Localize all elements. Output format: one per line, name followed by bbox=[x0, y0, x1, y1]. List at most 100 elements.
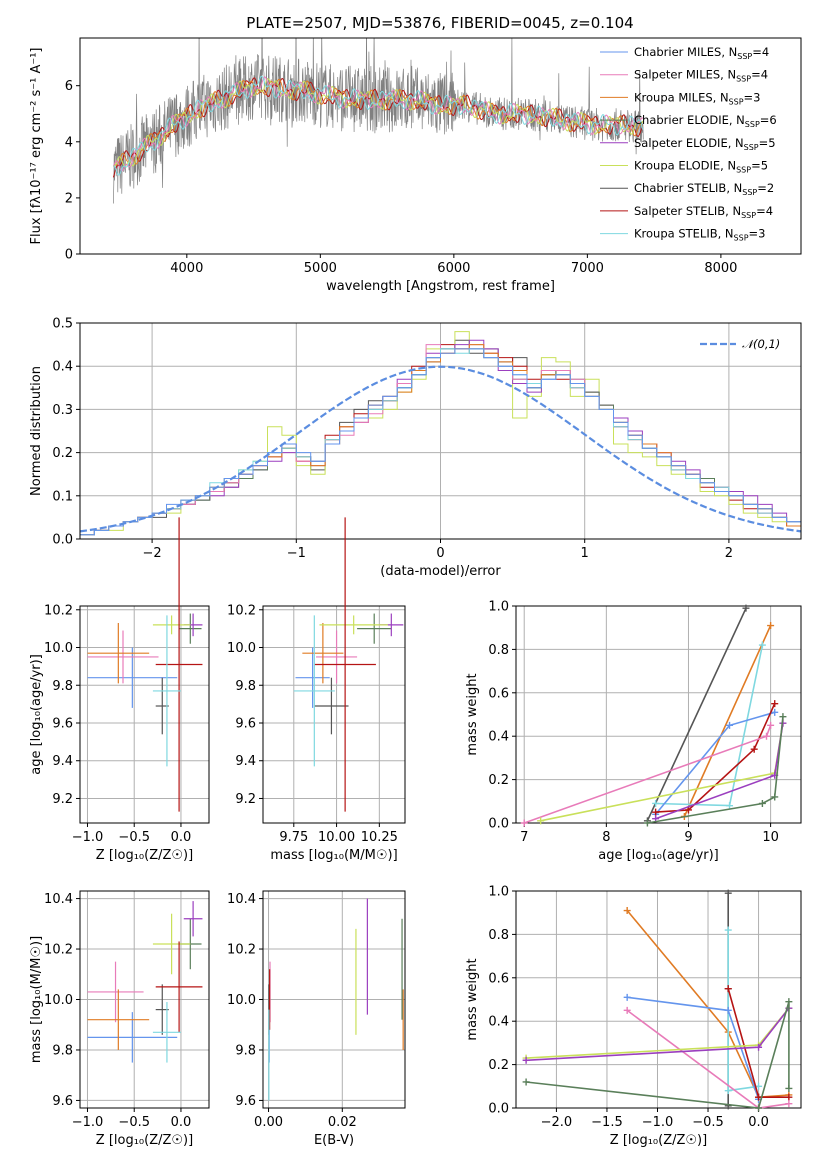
y-tick-label: 0.4 bbox=[488, 730, 509, 745]
x-tick-label: −1.5 bbox=[591, 1115, 623, 1130]
figure-title: PLATE=2507, MJD=53876, FIBERID=0045, z=0… bbox=[246, 14, 633, 32]
x-tick-label: −0.5 bbox=[118, 830, 150, 845]
x-axis-label: wavelength [Angstrom, rest frame] bbox=[326, 279, 555, 294]
weight-marker bbox=[755, 1104, 763, 1112]
x-axis-label: Z [log₁₀(Z/Z☉)] bbox=[96, 848, 193, 863]
weight-marker bbox=[742, 604, 750, 612]
y-tick-label: 10.4 bbox=[44, 892, 73, 907]
x-tick-label: −2.0 bbox=[541, 1115, 573, 1130]
legend-label: 𝒩(0,1) bbox=[742, 337, 780, 351]
normal-curve bbox=[79, 365, 802, 533]
x-axis-label: mass [log₁₀(M/M☉)] bbox=[270, 848, 397, 863]
weight-marker bbox=[684, 806, 692, 814]
y-tick-label: 9.4 bbox=[52, 754, 73, 769]
x-tick-label: 0.02 bbox=[328, 1115, 357, 1130]
y-tick-label: 10.2 bbox=[44, 943, 73, 958]
x-axis-label: Z [log₁₀(Z/Z☉)] bbox=[610, 1133, 707, 1148]
weight-marker bbox=[623, 1006, 631, 1014]
y-tick-label: 0.2 bbox=[488, 1058, 509, 1073]
weight-marker bbox=[767, 721, 775, 729]
y-tick-label: 10.0 bbox=[227, 641, 256, 656]
y-tick-label: 0.1 bbox=[52, 489, 73, 504]
y-tick-label: 9.8 bbox=[52, 679, 73, 694]
weight-marker bbox=[771, 793, 779, 801]
y-tick-label: 10.2 bbox=[227, 943, 256, 958]
x-tick-label: 7 bbox=[520, 830, 528, 845]
spectrum-panel: 4000 5000 6000 7000 8000 0 2 4 6 wavelength [Angs… bbox=[29, 37, 802, 294]
weight-marker bbox=[537, 817, 545, 825]
y-tick-label: 1.0 bbox=[488, 885, 509, 900]
x-axis-label: (data-model)/error bbox=[380, 564, 501, 579]
x-tick-label: 8 bbox=[602, 830, 610, 845]
y-tick-label: 2 bbox=[65, 191, 73, 206]
y-tick-label: 9.6 bbox=[52, 1094, 73, 1109]
x-tick-label: 10 bbox=[762, 830, 779, 845]
y-tick-label: 9.6 bbox=[235, 1094, 256, 1109]
y-tick-label: 1.0 bbox=[488, 600, 509, 615]
y-tick-label: 6 bbox=[65, 79, 73, 94]
axes-frame bbox=[79, 37, 802, 255]
y-tick-label: 0.6 bbox=[488, 971, 509, 986]
mass-vs-Z-panel: −1.0 −0.5 0.0 9.6 9.8 10.0 10.2 10.4 Z [log₁₀(Z/… bbox=[29, 890, 210, 1148]
y-tick-label: 0.0 bbox=[488, 1102, 509, 1117]
y-axis-label: mass weight bbox=[465, 673, 480, 755]
y-tick-label: 0.5 bbox=[52, 317, 73, 332]
axes-frame bbox=[79, 322, 802, 540]
weight-vs-Z-panel: −2.0 −1.5 −1.0 −0.5 0.0 0.0 0.2 0.4 0.6 0.8 1.0 Z [… bbox=[465, 885, 802, 1148]
x-tick-label: 0.0 bbox=[171, 830, 192, 845]
weight-series-line bbox=[655, 703, 776, 813]
x-tick-label: 9.75 bbox=[279, 830, 308, 845]
y-axis-label: age [log₁₀(age/yr)] bbox=[29, 654, 44, 775]
legend-label: Chabrier STELIB, NSSP=2 bbox=[634, 181, 774, 197]
axes-frame bbox=[79, 605, 210, 824]
y-tick-label: 9.6 bbox=[52, 716, 73, 731]
x-axis-label: E(B-V) bbox=[314, 1133, 354, 1148]
model-spectrum bbox=[113, 75, 644, 176]
x-tick-label: 8000 bbox=[704, 261, 737, 276]
y-tick-label: 10.2 bbox=[44, 603, 73, 618]
y-tick-label: 0.0 bbox=[52, 533, 73, 548]
y-tick-label: 10.0 bbox=[227, 993, 256, 1008]
x-axis-label: Z [log₁₀(Z/Z☉)] bbox=[96, 1133, 193, 1148]
spectrum-legend: Chabrier MILES, NSSP=4 Salpeter MILES, NS… bbox=[600, 45, 777, 243]
x-tick-label: 7000 bbox=[571, 261, 604, 276]
weight-series-line bbox=[727, 930, 759, 1092]
weight-marker bbox=[724, 1006, 732, 1014]
axes-frame bbox=[515, 605, 802, 824]
weight-marker bbox=[724, 889, 732, 897]
weight-marker bbox=[763, 732, 771, 740]
legend-label: Salpeter ELODIE, NSSP=5 bbox=[634, 136, 776, 152]
weight-marker bbox=[771, 708, 779, 716]
axes-frame bbox=[262, 890, 406, 1109]
plots-layer: 4000 5000 6000 7000 8000 0 2 4 6 wavelength [Angs… bbox=[29, 37, 802, 1148]
model-spectrum bbox=[112, 77, 644, 178]
weight-marker bbox=[785, 1084, 793, 1092]
x-tick-label: 9 bbox=[684, 830, 692, 845]
x-axis-label: age [log₁₀(age/yr)] bbox=[598, 848, 719, 863]
weight-marker bbox=[724, 985, 732, 993]
y-tick-label: 10.0 bbox=[44, 993, 73, 1008]
y-tick-label: 9.8 bbox=[52, 1043, 73, 1058]
weight-series-line bbox=[526, 1001, 790, 1109]
weight-series-line bbox=[626, 909, 789, 1099]
residuals-panel: −2 −1 0 1 2 0.0 0.1 0.2 0.3 0.4 0.5 (data-model)/er… bbox=[29, 317, 802, 579]
weight-marker bbox=[623, 907, 631, 915]
y-tick-label: 0.0 bbox=[488, 817, 509, 832]
weight-marker bbox=[520, 819, 528, 827]
weight-marker bbox=[522, 1056, 530, 1064]
weight-marker bbox=[643, 819, 651, 827]
x-tick-label: 2 bbox=[725, 546, 733, 561]
y-tick-label: 9.8 bbox=[235, 1043, 256, 1058]
y-tick-label: 10.0 bbox=[44, 641, 73, 656]
y-tick-label: 10.4 bbox=[227, 892, 256, 907]
y-tick-label: 9.6 bbox=[235, 716, 256, 731]
y-tick-label: 0.4 bbox=[488, 1015, 509, 1030]
model-spectrum bbox=[112, 76, 644, 172]
x-tick-label: −1.0 bbox=[642, 1115, 674, 1130]
weight-marker bbox=[623, 993, 631, 1001]
weight-marker bbox=[785, 1093, 793, 1101]
weight-marker bbox=[758, 799, 766, 807]
x-tick-label: 10.25 bbox=[361, 830, 398, 845]
x-tick-label: 10.00 bbox=[318, 830, 355, 845]
